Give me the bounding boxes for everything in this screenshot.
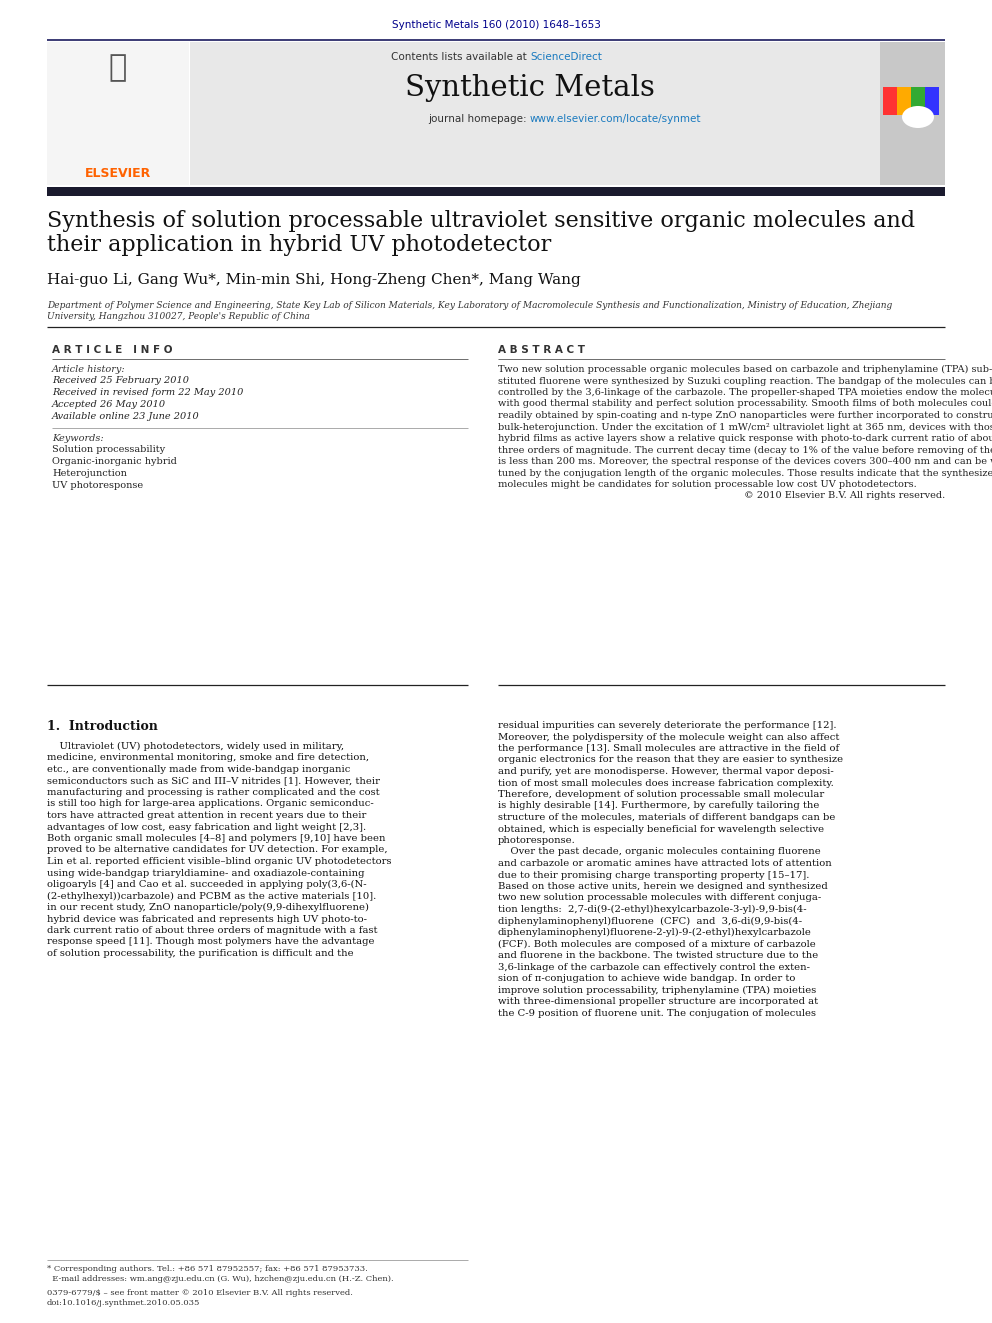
Text: structure of the molecules, materials of different bandgaps can be: structure of the molecules, materials of… — [498, 814, 835, 822]
Text: 0379-6779/$ – see front matter © 2010 Elsevier B.V. All rights reserved.: 0379-6779/$ – see front matter © 2010 El… — [47, 1289, 353, 1297]
Text: Contents lists available at: Contents lists available at — [391, 52, 530, 62]
Text: two new solution processable molecules with different conjuga-: two new solution processable molecules w… — [498, 893, 821, 902]
Text: medicine, environmental monitoring, smoke and fire detection,: medicine, environmental monitoring, smok… — [47, 754, 369, 762]
Text: © 2010 Elsevier B.V. All rights reserved.: © 2010 Elsevier B.V. All rights reserved… — [744, 492, 945, 500]
Text: their application in hybrid UV photodetector: their application in hybrid UV photodete… — [47, 234, 552, 255]
Text: tuned by the conjugation length of the organic molecules. Those results indicate: tuned by the conjugation length of the o… — [498, 468, 992, 478]
Text: UV photoresponse: UV photoresponse — [52, 482, 143, 490]
Text: Moreover, the polydispersity of the molecule weight can also affect: Moreover, the polydispersity of the mole… — [498, 733, 839, 741]
Text: bulk-heterojunction. Under the excitation of 1 mW/cm² ultraviolet light at 365 n: bulk-heterojunction. Under the excitatio… — [498, 422, 992, 431]
Text: 🌳: 🌳 — [109, 52, 127, 83]
Text: semiconductors such as SiC and III–V nitrides [1]. However, their: semiconductors such as SiC and III–V nit… — [47, 777, 380, 786]
Text: in our recent study, ZnO nanoparticle/poly(9,9-dihexylfluorene): in our recent study, ZnO nanoparticle/po… — [47, 904, 369, 912]
Text: 1.  Introduction: 1. Introduction — [47, 720, 158, 733]
Text: stituted fluorene were synthesized by Suzuki coupling reaction. The bandgap of t: stituted fluorene were synthesized by Su… — [498, 377, 992, 385]
Text: organic electronics for the reason that they are easier to synthesize: organic electronics for the reason that … — [498, 755, 843, 765]
Text: Both organic small molecules [4–8] and polymers [9,10] have been: Both organic small molecules [4–8] and p… — [47, 833, 386, 843]
Text: Organic-inorganic hybrid: Organic-inorganic hybrid — [52, 456, 177, 466]
Text: readily obtained by spin-coating and n-type ZnO nanoparticles were further incor: readily obtained by spin-coating and n-t… — [498, 411, 992, 419]
Text: A B S T R A C T: A B S T R A C T — [498, 345, 585, 355]
Text: and purify, yet are monodisperse. However, thermal vapor deposi-: and purify, yet are monodisperse. Howeve… — [498, 767, 833, 777]
Text: Department of Polymer Science and Engineering, State Key Lab of Silicon Material: Department of Polymer Science and Engine… — [47, 302, 892, 310]
Text: ELSEVIER: ELSEVIER — [85, 167, 151, 180]
Text: with three-dimensional propeller structure are incorporated at: with three-dimensional propeller structu… — [498, 998, 818, 1005]
Text: is still too high for large-area applications. Organic semiconduc-: is still too high for large-area applica… — [47, 799, 374, 808]
Text: residual impurities can severely deteriorate the performance [12].: residual impurities can severely deterio… — [498, 721, 836, 730]
Text: Lin et al. reported efficient visible–blind organic UV photodetectors: Lin et al. reported efficient visible–bl… — [47, 857, 392, 867]
Text: three orders of magnitude. The current decay time (decay to 1% of the value befo: three orders of magnitude. The current d… — [498, 446, 992, 455]
Text: obtained, which is especially beneficial for wavelength selective: obtained, which is especially beneficial… — [498, 824, 824, 833]
Bar — [883, 87, 897, 115]
Text: Hai-guo Li, Gang Wu*, Min-min Shi, Hong-Zheng Chen*, Mang Wang: Hai-guo Li, Gang Wu*, Min-min Shi, Hong-… — [47, 273, 580, 287]
Text: controlled by the 3,6-linkage of the carbazole. The propeller-shaped TPA moietie: controlled by the 3,6-linkage of the car… — [498, 388, 992, 397]
Text: proved to be alternative candidates for UV detection. For example,: proved to be alternative candidates for … — [47, 845, 388, 855]
Text: the C-9 position of fluorene unit. The conjugation of molecules: the C-9 position of fluorene unit. The c… — [498, 1008, 816, 1017]
Text: photoresponse.: photoresponse. — [498, 836, 575, 845]
Text: tion of most small molecules does increase fabrication complexity.: tion of most small molecules does increa… — [498, 778, 833, 787]
Text: tors have attracted great attention in recent years due to their: tors have attracted great attention in r… — [47, 811, 366, 820]
Text: doi:10.1016/j.synthmet.2010.05.035: doi:10.1016/j.synthmet.2010.05.035 — [47, 1299, 200, 1307]
Text: Received 25 February 2010: Received 25 February 2010 — [52, 376, 189, 385]
Text: molecules might be candidates for solution processable low cost UV photodetector: molecules might be candidates for soluti… — [498, 480, 917, 490]
Text: Therefore, development of solution processable small molecular: Therefore, development of solution proce… — [498, 790, 824, 799]
Text: hybrid films as active layers show a relative quick response with photo-to-dark : hybrid films as active layers show a rel… — [498, 434, 992, 443]
Text: (FCF). Both molecules are composed of a mixture of carbazole: (FCF). Both molecules are composed of a … — [498, 939, 815, 949]
Text: advantages of low cost, easy fabrication and light weight [2,3].: advantages of low cost, easy fabrication… — [47, 823, 366, 831]
Text: etc., are conventionally made from wide-bandgap inorganic: etc., are conventionally made from wide-… — [47, 765, 350, 774]
Text: the performance [13]. Small molecules are attractive in the field of: the performance [13]. Small molecules ar… — [498, 744, 839, 753]
Bar — [897, 87, 911, 115]
Text: * Corresponding authors. Tel.: +86 571 87952557; fax: +86 571 87953733.: * Corresponding authors. Tel.: +86 571 8… — [47, 1265, 368, 1273]
Text: Heterojunction: Heterojunction — [52, 468, 127, 478]
Text: Keywords:: Keywords: — [52, 434, 103, 443]
Bar — [47, 187, 945, 196]
Text: 3,6-linkage of the carbazole can effectively control the exten-: 3,6-linkage of the carbazole can effecti… — [498, 963, 810, 971]
Text: oligoaryls [4] and Cao et al. succeeded in applying poly(3,6-(N-: oligoaryls [4] and Cao et al. succeeded … — [47, 880, 367, 889]
Bar — [925, 87, 939, 115]
Text: Synthetic Metals 160 (2010) 1648–1653: Synthetic Metals 160 (2010) 1648–1653 — [392, 20, 600, 30]
Text: E-mail addresses: wm.ang@zju.edu.cn (G. Wu), hzchen@zju.edu.cn (H.-Z. Chen).: E-mail addresses: wm.ang@zju.edu.cn (G. … — [47, 1275, 394, 1283]
Text: improve solution processability, triphenylamine (TPA) moieties: improve solution processability, triphen… — [498, 986, 816, 995]
Text: Two new solution processable organic molecules based on carbazole and triphenyla: Two new solution processable organic mol… — [498, 365, 992, 374]
Text: University, Hangzhou 310027, People's Republic of China: University, Hangzhou 310027, People's Re… — [47, 312, 310, 321]
Text: Accepted 26 May 2010: Accepted 26 May 2010 — [52, 400, 166, 409]
Text: ScienceDirect: ScienceDirect — [530, 52, 602, 62]
Text: Over the past decade, organic molecules containing fluorene: Over the past decade, organic molecules … — [498, 848, 820, 856]
Bar — [47, 42, 189, 185]
Text: due to their promising charge transporting property [15–17].: due to their promising charge transporti… — [498, 871, 809, 880]
Text: Article history:: Article history: — [52, 365, 126, 374]
Text: with good thermal stability and perfect solution processability. Smooth films of: with good thermal stability and perfect … — [498, 400, 992, 409]
Text: manufacturing and processing is rather complicated and the cost: manufacturing and processing is rather c… — [47, 789, 380, 796]
Text: is less than 200 ms. Moreover, the spectral response of the devices covers 300–4: is less than 200 ms. Moreover, the spect… — [498, 456, 992, 466]
Text: and fluorene in the backbone. The twisted structure due to the: and fluorene in the backbone. The twiste… — [498, 951, 818, 960]
Text: hybrid device was fabricated and represents high UV photo-to-: hybrid device was fabricated and represe… — [47, 914, 367, 923]
Text: (2-ethylhexyl))carbazole) and PCBM as the active materials [10].: (2-ethylhexyl))carbazole) and PCBM as th… — [47, 892, 376, 901]
Bar — [190, 42, 945, 185]
Text: of solution processability, the purification is difficult and the: of solution processability, the purifica… — [47, 949, 353, 958]
Text: diphenylaminophenyl)fluorene-2-yl)-9-(2-ethyl)hexylcarbazole: diphenylaminophenyl)fluorene-2-yl)-9-(2-… — [498, 927, 811, 937]
Text: Synthesis of solution processable ultraviolet sensitive organic molecules and: Synthesis of solution processable ultrav… — [47, 210, 916, 232]
Text: A R T I C L E   I N F O: A R T I C L E I N F O — [52, 345, 173, 355]
Text: Solution processability: Solution processability — [52, 445, 165, 454]
Text: Based on those active units, herein we designed and synthesized: Based on those active units, herein we d… — [498, 882, 827, 890]
Text: Available online 23 June 2010: Available online 23 June 2010 — [52, 411, 199, 421]
Text: Synthetic Metals: Synthetic Metals — [405, 74, 655, 102]
Text: is highly desirable [14]. Furthermore, by carefully tailoring the: is highly desirable [14]. Furthermore, b… — [498, 802, 819, 811]
Text: journal homepage:: journal homepage: — [429, 114, 530, 124]
Text: Received in revised form 22 May 2010: Received in revised form 22 May 2010 — [52, 388, 243, 397]
Text: Ultraviolet (UV) photodetectors, widely used in military,: Ultraviolet (UV) photodetectors, widely … — [47, 742, 344, 751]
Text: dark current ratio of about three orders of magnitude with a fast: dark current ratio of about three orders… — [47, 926, 378, 935]
Text: sion of π-conjugation to achieve wide bandgap. In order to: sion of π-conjugation to achieve wide ba… — [498, 974, 796, 983]
Text: diphenylaminophenyl)fluorene  (CFC)  and  3,6-di(9,9-bis(4-: diphenylaminophenyl)fluorene (CFC) and 3… — [498, 917, 803, 926]
Text: using wide-bandgap triaryldiamine- and oxadiazole-containing: using wide-bandgap triaryldiamine- and o… — [47, 868, 364, 877]
Text: tion lengths:  2,7-di(9-(2-ethyl)hexylcarbazole-3-yl)-9,9-bis(4-: tion lengths: 2,7-di(9-(2-ethyl)hexylcar… — [498, 905, 806, 914]
Text: and carbazole or aromatic amines have attracted lots of attention: and carbazole or aromatic amines have at… — [498, 859, 831, 868]
Bar — [880, 42, 945, 185]
Bar — [911, 87, 925, 115]
Text: response speed [11]. Though most polymers have the advantage: response speed [11]. Though most polymer… — [47, 938, 375, 946]
Ellipse shape — [902, 106, 934, 128]
Text: www.elsevier.com/locate/synmet: www.elsevier.com/locate/synmet — [530, 114, 701, 124]
